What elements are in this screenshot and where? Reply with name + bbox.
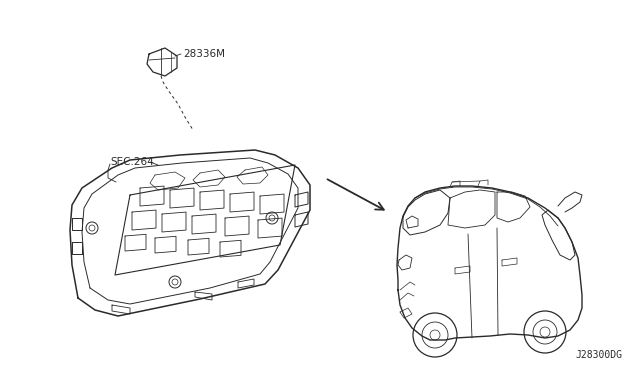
Text: 28336M: 28336M [183, 49, 225, 59]
Text: SEC.264: SEC.264 [110, 157, 154, 167]
Text: J28300DG: J28300DG [575, 350, 622, 360]
